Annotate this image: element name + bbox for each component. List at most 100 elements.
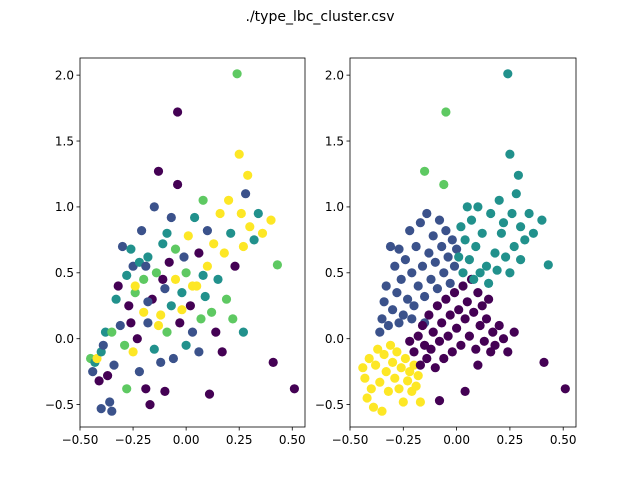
right-scatter-point bbox=[428, 231, 438, 241]
right-scatter-point bbox=[462, 297, 472, 307]
right-scatter-point bbox=[516, 222, 526, 232]
right-x-tick-label: 0.25 bbox=[497, 433, 524, 447]
right-scatter-point bbox=[477, 301, 487, 311]
left-scatter-point bbox=[143, 318, 153, 328]
right-y-tick-label: 0.0 bbox=[325, 332, 344, 346]
right-scatter-point bbox=[422, 353, 432, 364]
right-scatter-point bbox=[409, 301, 419, 311]
left-scatter-point bbox=[122, 270, 132, 280]
right-scatter-point bbox=[411, 381, 421, 391]
right-scatter-point bbox=[458, 281, 468, 291]
right-scatter-point bbox=[428, 327, 438, 337]
right-scatter-point bbox=[383, 320, 393, 331]
right-scatter-point bbox=[486, 347, 496, 357]
right-scatter-point bbox=[460, 386, 470, 396]
left-scatter-point bbox=[107, 406, 117, 416]
right-y-tick-label: 1.5 bbox=[325, 134, 344, 148]
left-y-tick-label: 1.0 bbox=[55, 200, 74, 214]
left-scatter-point bbox=[130, 288, 140, 298]
right-scatter-point bbox=[394, 244, 404, 254]
left-scatter-plot: −0.50 −0.25 0.00 0.25 0.50 −0.5 0.0 0.5 1.0 1.5 2.… bbox=[45, 57, 306, 447]
left-scatter-point bbox=[145, 400, 155, 410]
left-scatter-point bbox=[253, 208, 263, 219]
left-scatter-point bbox=[141, 384, 151, 394]
right-scatter-point bbox=[381, 281, 391, 291]
right-points bbox=[358, 69, 570, 416]
left-scatter-point bbox=[149, 344, 159, 354]
left-scatter-point bbox=[268, 357, 278, 367]
right-scatter-point bbox=[403, 294, 413, 304]
left-y-tick-label: −0.5 bbox=[45, 398, 74, 412]
left-y-tick-label: 1.5 bbox=[55, 134, 74, 148]
right-scatter-point bbox=[441, 107, 451, 117]
right-scatter-point bbox=[441, 226, 451, 236]
right-scatter-point bbox=[381, 367, 391, 377]
left-scatter-point bbox=[153, 166, 164, 176]
left-scatter-point bbox=[139, 307, 149, 317]
right-scatter-point bbox=[396, 274, 406, 284]
right-scatter-point bbox=[490, 248, 500, 258]
left-scatter-point bbox=[200, 291, 210, 302]
left-scatter-point bbox=[226, 228, 236, 238]
right-scatter-point bbox=[511, 189, 521, 199]
right-scatter-point bbox=[509, 241, 519, 252]
left-scatter-point bbox=[170, 244, 181, 254]
left-scatter-point bbox=[94, 376, 104, 386]
right-scatter-point bbox=[494, 320, 504, 331]
right-scatter-point bbox=[434, 215, 445, 225]
right-scatter-point bbox=[501, 252, 511, 262]
left-scatter-point bbox=[213, 274, 223, 284]
right-y-tick-label: −0.5 bbox=[315, 398, 344, 412]
left-y-tick-label: 0.0 bbox=[55, 332, 74, 346]
right-scatter-point bbox=[443, 252, 453, 262]
left-scatter-point bbox=[202, 226, 212, 236]
right-scatter-point bbox=[417, 320, 428, 331]
left-scatter-point bbox=[92, 353, 102, 364]
right-scatter-point bbox=[469, 307, 479, 317]
right-scatter-point bbox=[560, 384, 570, 394]
right-y-tick-label: 2.0 bbox=[325, 68, 344, 82]
right-scatter-point bbox=[477, 228, 487, 238]
right-scatter-point bbox=[405, 226, 415, 236]
left-scatter-point bbox=[168, 353, 178, 364]
right-scatter-point bbox=[443, 331, 453, 341]
right-scatter-point bbox=[411, 241, 421, 252]
left-scatter-point bbox=[120, 340, 130, 350]
left-scatter-point bbox=[126, 244, 136, 254]
right-scatter-point bbox=[392, 347, 402, 357]
left-scatter-point bbox=[98, 340, 108, 350]
left-scatter-point bbox=[153, 320, 164, 331]
left-scatter-point bbox=[243, 170, 253, 180]
left-scatter-point bbox=[236, 208, 246, 219]
left-scatter-point bbox=[162, 228, 172, 238]
right-scatter-point bbox=[537, 215, 547, 225]
left-scatter-point bbox=[238, 241, 248, 252]
left-scatter-point bbox=[266, 215, 276, 225]
right-scatter-point bbox=[458, 268, 468, 278]
right-x-tick-label: −0.50 bbox=[332, 433, 369, 447]
left-scatter-point bbox=[113, 281, 123, 291]
right-scatter-point bbox=[498, 334, 509, 344]
left-scatter-point bbox=[204, 389, 215, 399]
left-scatter-point bbox=[162, 327, 172, 337]
left-scatter-point bbox=[166, 301, 176, 311]
right-scatter-point bbox=[396, 363, 406, 373]
right-scatter-point bbox=[400, 353, 410, 364]
right-scatter-point bbox=[437, 241, 447, 252]
right-scatter-point bbox=[464, 255, 474, 265]
right-scatter-point bbox=[471, 241, 481, 252]
left-scatter-point bbox=[198, 270, 208, 280]
right-scatter-point bbox=[449, 261, 460, 271]
left-scatter-point bbox=[117, 241, 128, 252]
right-scatter-point bbox=[481, 314, 492, 324]
right-scatter-point bbox=[434, 396, 445, 406]
left-scatter-point bbox=[111, 294, 121, 304]
left-scatter-point bbox=[228, 314, 238, 324]
left-scatter-point bbox=[103, 371, 113, 381]
right-scatter-point bbox=[496, 228, 506, 238]
left-scatter-point bbox=[137, 226, 147, 236]
left-x-tick-label: −0.25 bbox=[115, 433, 152, 447]
right-scatter-point bbox=[445, 278, 455, 288]
left-scatter-point bbox=[185, 301, 195, 311]
right-y-tick-label: 0.5 bbox=[325, 266, 344, 280]
